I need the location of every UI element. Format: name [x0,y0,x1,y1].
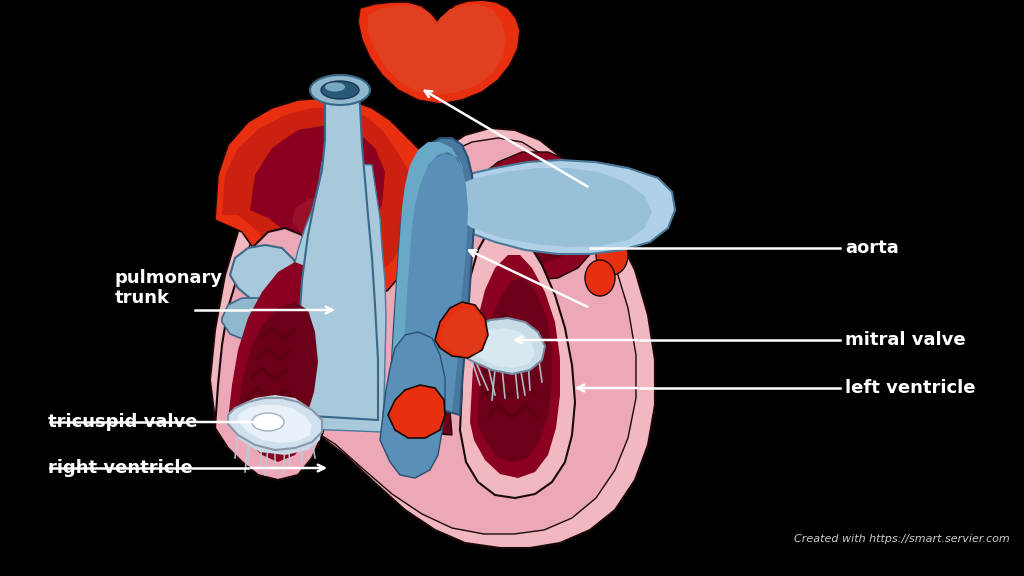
Polygon shape [230,245,298,305]
Polygon shape [435,302,488,358]
Polygon shape [295,82,378,420]
Polygon shape [440,308,484,356]
Polygon shape [280,162,386,432]
Polygon shape [388,232,462,435]
Polygon shape [478,278,552,462]
Ellipse shape [252,413,284,431]
Polygon shape [482,165,585,265]
Polygon shape [390,138,474,415]
Polygon shape [460,318,545,374]
Ellipse shape [596,235,628,275]
Polygon shape [210,128,655,548]
Polygon shape [232,395,322,455]
Text: mitral valve: mitral valve [845,331,966,349]
Text: pulmonary
trunk: pulmonary trunk [115,268,223,308]
Ellipse shape [325,82,345,92]
Polygon shape [388,385,445,438]
Polygon shape [460,225,575,498]
Text: left ventricle: left ventricle [845,379,976,397]
Polygon shape [222,108,410,286]
Text: right ventricle: right ventricle [48,459,193,477]
Polygon shape [222,298,270,340]
Polygon shape [238,405,312,443]
Polygon shape [468,328,535,368]
Polygon shape [220,138,636,534]
Polygon shape [430,168,652,247]
Ellipse shape [321,81,359,99]
Polygon shape [292,196,356,240]
Polygon shape [398,154,468,412]
Polygon shape [476,152,600,280]
Polygon shape [215,98,420,308]
Polygon shape [380,332,445,478]
Polygon shape [250,125,385,245]
Polygon shape [238,302,318,446]
Polygon shape [420,160,675,254]
Text: tricuspid valve: tricuspid valve [48,413,198,431]
Ellipse shape [580,203,616,247]
Ellipse shape [310,75,370,105]
Ellipse shape [585,260,615,296]
Polygon shape [215,228,335,480]
Polygon shape [358,0,520,104]
Polygon shape [368,4,506,95]
Text: aorta: aorta [845,239,899,257]
Polygon shape [228,262,328,462]
Polygon shape [228,398,322,450]
Text: Created with https://smart.servier.com: Created with https://smart.servier.com [795,534,1010,544]
Polygon shape [470,255,560,478]
Polygon shape [392,142,464,382]
